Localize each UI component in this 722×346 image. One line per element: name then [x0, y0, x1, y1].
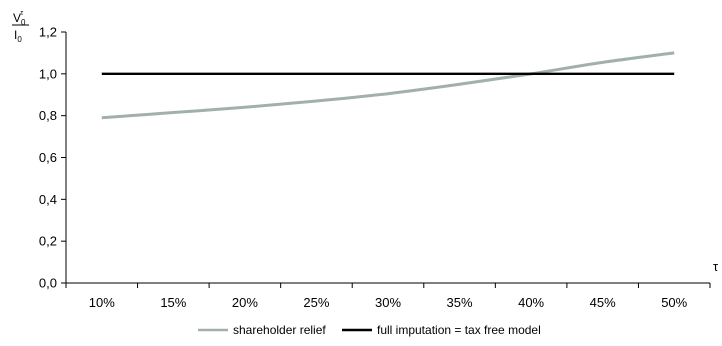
legend-label-full-imputation: full imputation = tax free model — [377, 323, 541, 337]
x-tick-label: 20% — [232, 295, 258, 310]
ylabel-numerator-sup: τ — [20, 10, 23, 17]
x-tick-label: 50% — [661, 295, 687, 310]
legend: shareholder relief full imputation = tax… — [198, 323, 541, 337]
y-tick-label: 0,0 — [39, 276, 57, 291]
x-tick-label: 25% — [303, 295, 329, 310]
x-axis-label: τ — [713, 259, 719, 274]
x-tick-label: 30% — [375, 295, 401, 310]
y-tick-label: 0,8 — [39, 108, 57, 123]
y-tick-label: 0,6 — [39, 150, 57, 165]
legend-label-shareholder-relief: shareholder relief — [233, 323, 326, 337]
y-axis-label: V0τ I0 — [12, 10, 29, 44]
ylabel-numerator-sub: 0 — [21, 18, 26, 27]
series-layer — [101, 51, 675, 120]
x-tick-label: 40% — [518, 295, 544, 310]
y-axis: 0,0 0,2 0,4 0,6 0,8 1,0 1,2 — [39, 25, 67, 291]
svg-text:V0τ: V0τ — [13, 10, 26, 27]
ylabel-numerator-base: V — [13, 11, 21, 25]
ylabel-denominator-base: I — [14, 28, 17, 42]
series-line-shareholder-relief — [101, 51, 675, 120]
x-axis: 10% 15% 20% 25% 30% 35% 40% 45% 50% — [65, 282, 711, 310]
x-tick-label: 35% — [447, 295, 473, 310]
y-tick-label: 1,2 — [39, 25, 57, 40]
x-tick-label: 15% — [160, 295, 186, 310]
svg-text:I0: I0 — [14, 28, 22, 44]
ylabel-denominator-sub: 0 — [17, 35, 22, 44]
y-tick-label: 1,0 — [39, 66, 57, 81]
y-tick-label: 0,2 — [39, 234, 57, 249]
x-tick-label: 10% — [89, 295, 115, 310]
x-tick-label: 45% — [590, 295, 616, 310]
y-tick-label: 0,4 — [39, 192, 57, 207]
